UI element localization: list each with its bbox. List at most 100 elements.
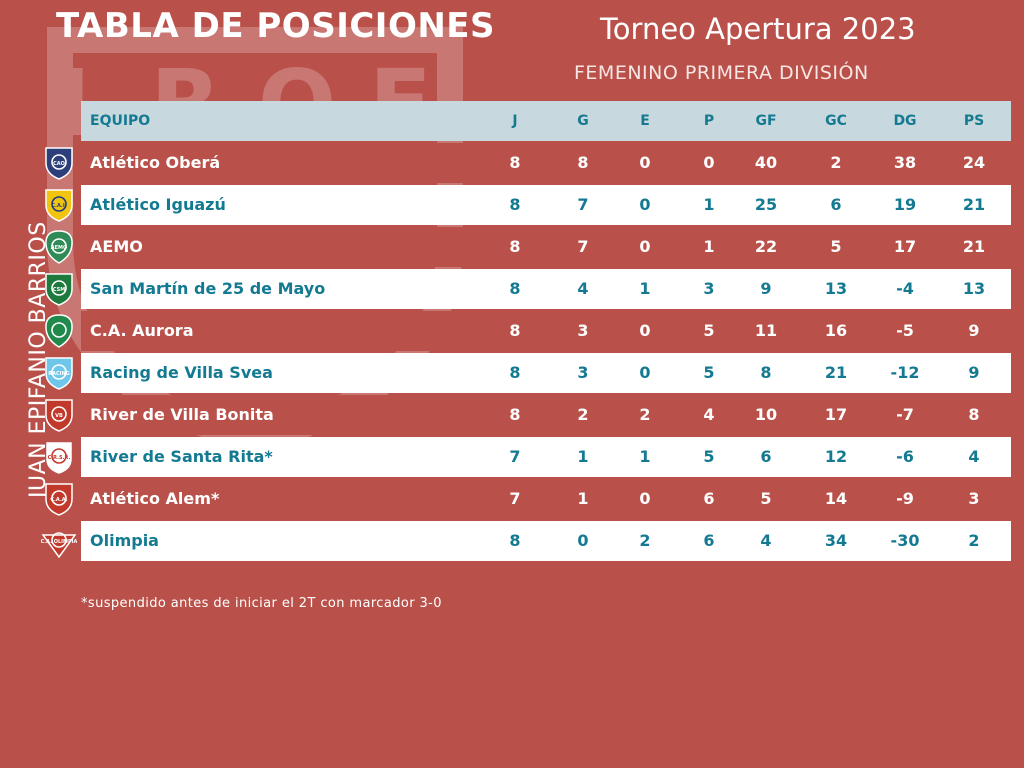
points-cell: 2 <box>968 531 980 550</box>
tournament-name: Torneo Apertura 2023 <box>600 12 916 46</box>
crest-label: AEMO <box>51 245 68 251</box>
goals-against-cell: 2 <box>830 153 842 172</box>
table-row: Atlético Alem* 7 1 0 6 5 14 -9 3 <box>81 479 1011 519</box>
team-name-cell: Olimpia <box>90 531 159 550</box>
crest-label: C.A.I. <box>51 203 66 209</box>
goals-for-cell: 22 <box>754 237 778 256</box>
san-martin-crest-icon: CSM <box>45 273 73 306</box>
goal-difference-cell: -7 <box>896 405 914 424</box>
goals-for-cell: 25 <box>754 195 778 214</box>
lost-cell: 6 <box>703 489 715 508</box>
column-header-points: PS <box>963 113 985 129</box>
lost-cell: 1 <box>703 195 715 214</box>
lost-cell: 3 <box>703 279 715 298</box>
team-name-cell: Atlético Iguazú <box>90 195 226 214</box>
won-cell: 1 <box>577 447 589 466</box>
lost-cell: 0 <box>703 153 715 172</box>
goal-difference-cell: 19 <box>893 195 917 214</box>
won-cell: 7 <box>577 195 589 214</box>
played-cell: 8 <box>509 153 521 172</box>
atletico-alem-crest-icon: C.A.A. <box>45 483 73 516</box>
footnote: *suspendido antes de iniciar el 2T con m… <box>81 596 442 611</box>
played-cell: 8 <box>509 321 521 340</box>
team-name-cell: C.A. Aurora <box>90 321 194 340</box>
played-cell: 8 <box>509 237 521 256</box>
points-cell: 9 <box>968 321 980 340</box>
table-row: Olimpia 8 0 2 6 4 34 -30 2 <box>81 521 1011 561</box>
points-cell: 24 <box>962 153 986 172</box>
won-cell: 3 <box>577 363 589 382</box>
drawn-cell: 0 <box>639 363 651 382</box>
column-header-lost: P <box>703 113 715 129</box>
team-name-cell: Atlético Oberá <box>90 153 221 172</box>
team-name-cell: River de Santa Rita* <box>90 447 273 466</box>
table-row: Atlético Iguazú 8 7 0 1 25 6 19 21 <box>81 185 1011 225</box>
played-cell: 8 <box>509 195 521 214</box>
goal-difference-cell: 38 <box>893 153 917 172</box>
drawn-cell: 0 <box>639 195 651 214</box>
lost-cell: 6 <box>703 531 715 550</box>
column-header-goals-against: GC <box>825 113 847 129</box>
column-header-played: J <box>512 113 518 129</box>
played-cell: 8 <box>509 363 521 382</box>
points-cell: 21 <box>962 195 986 214</box>
drawn-cell: 0 <box>639 321 651 340</box>
won-cell: 3 <box>577 321 589 340</box>
aurora-crest-icon <box>45 314 73 348</box>
atletico-iguazu-crest-icon: C.A.I. <box>45 189 73 222</box>
page-title: TABLA DE POSICIONES <box>56 6 496 46</box>
points-cell: 13 <box>962 279 986 298</box>
goals-against-cell: 5 <box>830 237 842 256</box>
racing-crest-icon: RACING <box>45 357 73 390</box>
river-santa-rita-crest-icon: C.R.S.R. <box>46 442 72 474</box>
goals-for-cell: 5 <box>760 489 772 508</box>
team-name-cell: Racing de Villa Svea <box>90 363 273 382</box>
won-cell: 2 <box>577 405 589 424</box>
lost-cell: 4 <box>703 405 715 424</box>
table-row: River de Santa Rita* 7 1 1 5 6 12 -6 4 <box>81 437 1011 477</box>
goals-against-cell: 21 <box>824 363 848 382</box>
column-header-won: G <box>577 113 589 129</box>
points-cell: 4 <box>968 447 980 466</box>
won-cell: 0 <box>577 531 589 550</box>
team-name-cell: River de Villa Bonita <box>90 405 274 424</box>
points-cell: 3 <box>968 489 980 508</box>
played-cell: 8 <box>509 279 521 298</box>
column-header-team: EQUIPO <box>90 113 151 129</box>
table-row: Atlético Oberá 8 8 0 0 40 2 38 24 <box>81 143 1011 183</box>
goals-for-cell: 6 <box>760 447 772 466</box>
goals-for-cell: 8 <box>760 363 772 382</box>
played-cell: 8 <box>509 531 521 550</box>
goals-for-cell: 40 <box>754 153 778 172</box>
goal-difference-cell: -6 <box>896 447 914 466</box>
column-header-goal-difference: DG <box>893 113 917 129</box>
atletico-obera-crest-icon: CAO <box>45 147 73 180</box>
goals-against-cell: 16 <box>824 321 848 340</box>
crest-label: VB <box>55 413 63 419</box>
river-villa-bonita-crest-icon: VB <box>45 399 73 432</box>
table-row: San Martín de 25 de Mayo 8 4 1 3 9 13 -4 13 <box>81 269 1011 309</box>
drawn-cell: 1 <box>639 279 651 298</box>
lost-cell: 5 <box>703 321 715 340</box>
played-cell: 8 <box>509 405 521 424</box>
goals-against-cell: 34 <box>824 531 848 550</box>
goal-difference-cell: 17 <box>893 237 917 256</box>
crest-label: CAO <box>53 161 65 167</box>
table-row: Racing de Villa Svea 8 3 0 5 8 21 -12 9 <box>81 353 1011 393</box>
column-header-goals-for: GF <box>755 113 777 129</box>
goals-against-cell: 13 <box>824 279 848 298</box>
crest-label: CSM <box>53 287 65 293</box>
points-cell: 8 <box>968 405 980 424</box>
drawn-cell: 0 <box>639 489 651 508</box>
won-cell: 7 <box>577 237 589 256</box>
won-cell: 1 <box>577 489 589 508</box>
goal-difference-cell: -4 <box>896 279 914 298</box>
played-cell: 7 <box>509 447 521 466</box>
crest-label: RACING <box>48 371 70 377</box>
crest-label: C.A. OLIMPIA <box>41 539 77 545</box>
goals-against-cell: 17 <box>824 405 848 424</box>
goal-difference-cell: -12 <box>890 363 920 382</box>
team-name-cell: San Martín de 25 de Mayo <box>90 279 326 298</box>
won-cell: 4 <box>577 279 589 298</box>
goals-against-cell: 6 <box>830 195 842 214</box>
